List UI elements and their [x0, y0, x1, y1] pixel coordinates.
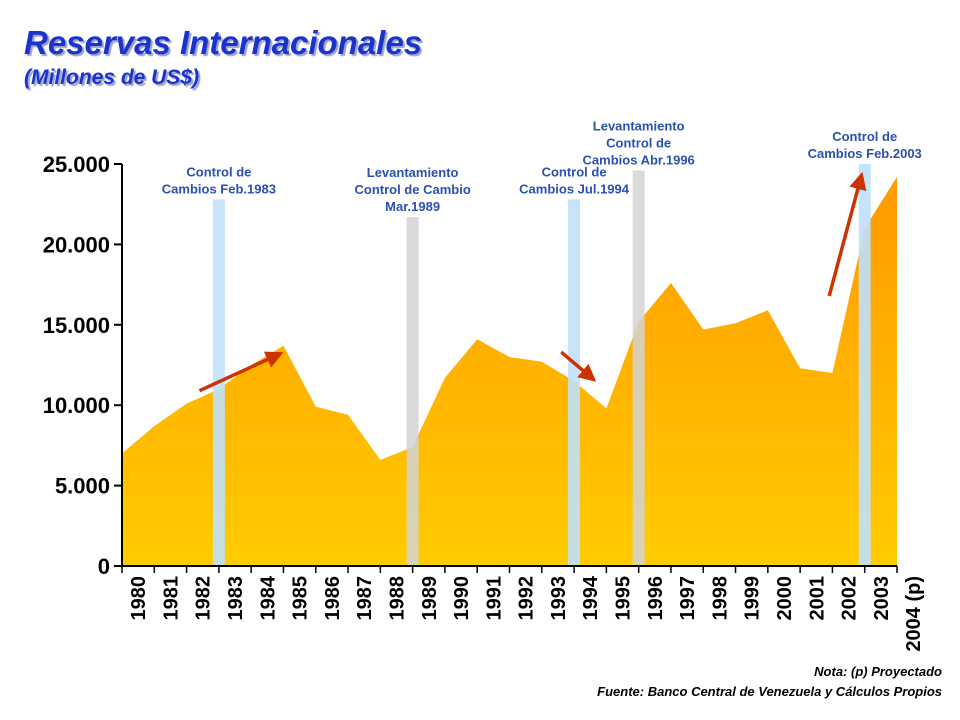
- footnote-source: Fuente: Banco Central de Venezuela y Cál…: [597, 684, 942, 699]
- x-tick-label: 1985: [290, 576, 312, 621]
- x-tick-label: 1992: [516, 576, 538, 621]
- annotation-label-1989: Levantamiento Control de Cambio Mar.1989: [354, 165, 470, 214]
- y-tick-label: 20.000: [43, 232, 110, 257]
- trend-arrow-3: [827, 171, 867, 297]
- annotation-label-2003: Control de Cambios Feb.2003: [808, 129, 922, 161]
- footnote-projected: Nota: (p) Proyectado: [814, 664, 942, 679]
- x-tick-label: 1986: [322, 576, 344, 621]
- x-tick-label: 2001: [806, 576, 828, 621]
- y-tick-label: 5.000: [55, 474, 110, 499]
- x-tick-label: 2002: [839, 576, 861, 621]
- x-tick-label: 1980: [128, 576, 150, 621]
- x-tick-label: 1981: [160, 576, 182, 621]
- policy-band-1994: [568, 199, 581, 566]
- x-tick-label: 1994: [580, 575, 602, 620]
- x-tick-label: 1995: [613, 576, 635, 621]
- annotation-label-1996: Levantamiento Control de Cambios Abr.1996: [583, 118, 695, 167]
- x-tick-label: 1993: [548, 576, 570, 621]
- policy-band-1989: [406, 217, 419, 566]
- policy-band-1996: [632, 170, 645, 566]
- x-tick-label: 1997: [677, 576, 699, 621]
- y-tick-label: 0: [98, 554, 110, 579]
- y-tick-label: 10.000: [43, 393, 110, 418]
- x-tick-label: 1990: [451, 576, 473, 621]
- x-tick-label: 1983: [225, 576, 247, 621]
- y-tick-label: 15.000: [43, 313, 110, 338]
- x-tick-label: 1989: [419, 576, 441, 621]
- x-tick-label: 1987: [354, 576, 376, 621]
- x-tick-label: 1982: [193, 576, 215, 621]
- x-tick-label: 2000: [774, 576, 796, 621]
- x-tick-label: 1996: [645, 576, 667, 621]
- x-tick-label: 1999: [742, 576, 764, 621]
- x-tick-label: 1998: [709, 576, 731, 621]
- x-tick-label: 2003: [871, 576, 893, 621]
- annotation-label-1994: Control de Cambios Jul.1994: [519, 164, 630, 196]
- y-tick-label: 25.000: [43, 152, 110, 177]
- x-tick-label: 1984: [257, 575, 279, 620]
- annotation-label-1983: Control de Cambios Feb.1983: [162, 164, 276, 196]
- chart-subtitle: (Millones de US$): [24, 66, 200, 89]
- chart-title: Reservas Internacionales: [24, 24, 423, 61]
- trend-arrow-1: [198, 351, 284, 393]
- policy-band-2003: [858, 164, 871, 566]
- reserves-area: [122, 176, 897, 566]
- trend-arrow-2: [560, 350, 597, 382]
- x-tick-label: 1988: [387, 576, 409, 621]
- x-tick-label: 2004 (p): [903, 576, 925, 652]
- x-tick-label: 1991: [483, 576, 505, 621]
